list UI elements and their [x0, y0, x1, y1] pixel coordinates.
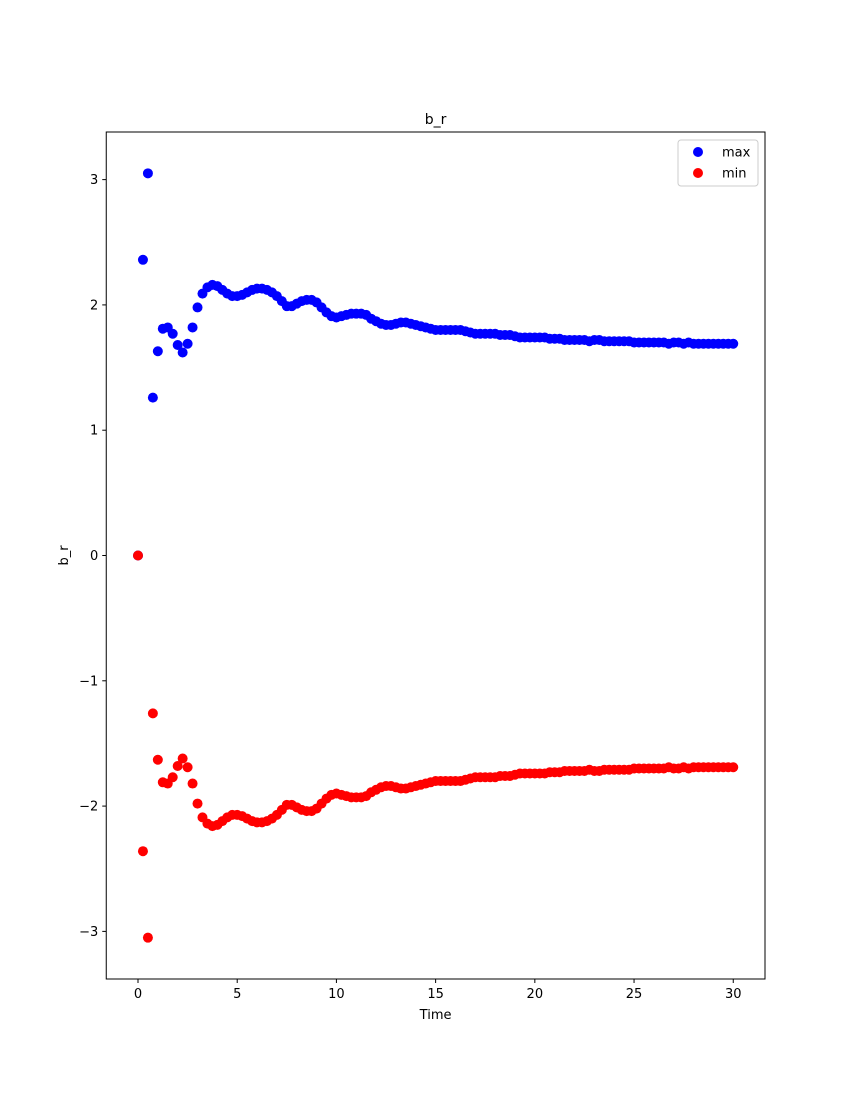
data-point-max — [142, 168, 153, 179]
legend-marker-max — [693, 147, 703, 157]
x-tick-label: 0 — [134, 987, 142, 1002]
data-point-min — [147, 708, 158, 719]
legend-label-max: max — [722, 146, 751, 161]
y-tick-label: −3 — [79, 925, 98, 940]
y-tick-label: 2 — [90, 298, 98, 313]
legend: max min — [677, 139, 759, 187]
y-tick-label: −2 — [79, 800, 98, 815]
series-min — [132, 550, 739, 943]
y-tick-label: 3 — [90, 173, 98, 188]
y-axis-ticks: −3 −2 −1 0 1 2 3 — [79, 173, 107, 940]
data-point-min — [728, 762, 739, 773]
data-point-min — [142, 932, 153, 943]
x-tick-label: 30 — [725, 987, 742, 1002]
legend-marker-min — [693, 168, 703, 178]
y-axis-label: b_r — [57, 545, 72, 566]
data-point-min — [187, 778, 198, 789]
chart-title: b_r — [425, 112, 447, 128]
data-point-max — [172, 340, 183, 351]
x-tick-label: 15 — [427, 987, 444, 1002]
x-tick-label: 5 — [233, 987, 241, 1002]
data-point-max — [167, 328, 178, 339]
data-point-max — [137, 254, 148, 265]
data-point-min — [182, 762, 193, 773]
data-point-min — [167, 772, 178, 783]
data-point-max — [728, 338, 739, 349]
data-point-max — [147, 392, 158, 403]
series-max — [132, 168, 739, 561]
y-tick-label: 0 — [90, 549, 98, 564]
x-tick-label: 20 — [527, 987, 544, 1002]
data-point-max — [152, 346, 163, 357]
x-axis-ticks: 0 5 10 15 20 25 30 — [134, 979, 742, 1002]
data-point-min — [172, 760, 183, 771]
data-point-max — [192, 302, 203, 313]
data-point-min — [192, 798, 203, 809]
data-point-max — [177, 347, 188, 358]
y-tick-label: −1 — [79, 674, 98, 689]
x-tick-label: 10 — [328, 987, 345, 1002]
points-layer — [132, 168, 739, 943]
x-tick-label: 25 — [626, 987, 643, 1002]
legend-label-min: min — [722, 167, 747, 182]
data-point-min — [132, 550, 143, 561]
data-point-min — [177, 753, 188, 764]
data-point-max — [182, 338, 193, 349]
data-point-min — [152, 754, 163, 765]
data-point-max — [187, 322, 198, 333]
y-tick-label: 1 — [90, 424, 98, 439]
x-axis-label: Time — [419, 1008, 452, 1023]
data-point-min — [137, 846, 148, 857]
